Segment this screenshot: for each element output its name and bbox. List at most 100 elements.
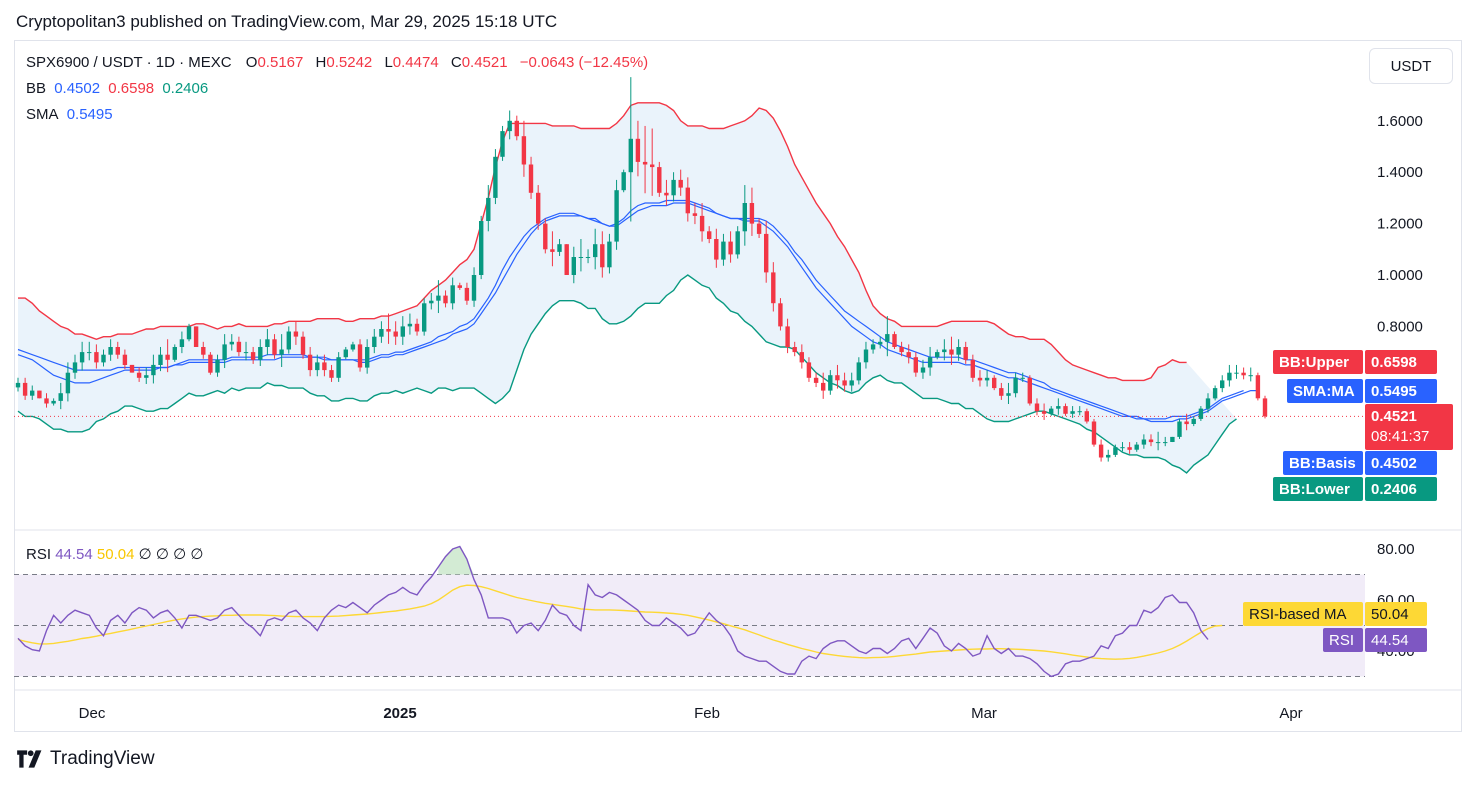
candle-body: [222, 344, 227, 360]
candle-body: [1141, 439, 1147, 445]
candle-body: [1041, 411, 1047, 414]
candle-body: [422, 303, 427, 332]
candle-body: [1063, 406, 1068, 414]
candle-body: [1056, 406, 1061, 409]
candle-body: [471, 275, 477, 301]
rsi-ma-badge-name: RSI-based MA: [1243, 602, 1363, 626]
candle-body: [1020, 377, 1025, 379]
bb-legend[interactable]: BB 0.4502 0.6598 0.2406: [26, 80, 212, 97]
candle-body: [79, 352, 85, 363]
candle-body: [999, 388, 1004, 396]
currency-unit-button[interactable]: USDT: [1369, 48, 1453, 84]
bb-upper-badge-value: 0.6598: [1365, 350, 1437, 374]
candle-body: [58, 393, 63, 401]
candle-body: [642, 161, 648, 165]
candle-body: [336, 357, 341, 378]
price-axis-layer: 0.8000 1.0000 1.2000 1.4000 1.6000: [14, 113, 1462, 531]
candle-body: [229, 341, 234, 345]
candle-body: [329, 370, 334, 378]
candle-body: [350, 344, 356, 350]
candle-body: [764, 233, 769, 273]
candle-body: [714, 239, 719, 260]
candle-body: [1049, 408, 1054, 414]
candle-body: [179, 339, 185, 347]
candle-body: [1227, 372, 1232, 381]
candle-body: [536, 192, 541, 224]
candle-body: [977, 377, 983, 381]
candle-body: [72, 362, 78, 373]
candle-body: [322, 362, 327, 371]
candle-body: [1127, 447, 1132, 450]
candle-body: [414, 323, 420, 332]
candle-body: [992, 377, 997, 389]
candle-body: [657, 167, 662, 193]
candle-body: [828, 375, 833, 391]
candle-body: [664, 192, 669, 196]
candle-body: [115, 347, 120, 355]
candle-body: [628, 138, 633, 173]
candle-body: [927, 357, 933, 368]
candle-body: [243, 352, 249, 354]
sma-badge-name: SMA:MA: [1287, 379, 1363, 403]
rsi-legend[interactable]: RSI 44.54 50.04 ∅ ∅ ∅ ∅: [26, 545, 203, 563]
sma-badge-value: 0.5495: [1365, 379, 1437, 403]
candle-body: [550, 249, 555, 252]
time-axis-layer: Dec 2025 Feb Mar Apr: [14, 689, 1462, 722]
candle-body: [984, 377, 990, 381]
candle-body: [300, 336, 306, 355]
bb-lower-value: 0.2406: [162, 80, 209, 97]
price-axis-label: 1.6000: [1377, 113, 1423, 130]
candle-body: [870, 344, 876, 350]
candle-body: [1106, 454, 1111, 458]
candle-body: [721, 241, 726, 260]
bb-label: BB: [26, 80, 47, 97]
candle-body: [443, 295, 448, 304]
candle-body: [272, 339, 277, 355]
candle-body: [813, 377, 819, 383]
candle-body: [1255, 375, 1261, 399]
ohlc-legend: SPX6900 / USDT · 1D · MEXC O0.5167 H0.52…: [26, 54, 652, 71]
candle-body: [379, 329, 384, 337]
candle-body: [771, 272, 776, 304]
tradingview-logo-icon: [17, 750, 42, 768]
sma-legend[interactable]: SMA 0.5495: [26, 106, 117, 123]
candle-body: [1155, 442, 1161, 444]
candle-body: [357, 344, 363, 368]
candle-body: [208, 354, 213, 373]
time-axis-label: 2025: [383, 705, 416, 722]
bb-lower-badge-value: 0.2406: [1365, 477, 1437, 501]
candle-body: [685, 187, 690, 214]
candle-body: [293, 331, 299, 337]
candle-body: [87, 352, 92, 354]
candle-body: [343, 349, 348, 358]
candle-body: [1198, 408, 1204, 419]
candle-body: [1220, 380, 1225, 389]
close-value: 0.4521: [461, 54, 508, 71]
candle-body: [386, 329, 391, 332]
symbol-name[interactable]: SPX6900 / USDT · 1D · MEXC: [26, 54, 232, 71]
candle-body: [849, 380, 854, 386]
candle-body: [1027, 377, 1032, 404]
candle-body: [728, 241, 733, 255]
candle-body: [129, 364, 135, 373]
time-axis-label: Feb: [694, 705, 720, 722]
candle-body: [564, 244, 569, 275]
candle-body: [707, 231, 712, 239]
candle-body: [621, 172, 626, 191]
candle-body: [1205, 398, 1211, 409]
candles-layer: [15, 77, 1268, 462]
candle-body: [457, 285, 462, 288]
candle-body: [1163, 442, 1168, 444]
low-label: L: [384, 54, 393, 71]
candle-body: [899, 347, 904, 353]
bb-lower-badge-name: BB:Lower: [1273, 477, 1363, 501]
tradingview-footer: TradingView: [16, 748, 155, 770]
candle-body: [528, 164, 534, 193]
candle-body: [614, 190, 619, 242]
candle-body: [799, 352, 804, 363]
sma-value: 0.5495: [66, 106, 113, 123]
chart-frame: [14, 40, 1462, 732]
candle-body: [1098, 444, 1104, 458]
candle-body: [935, 352, 940, 358]
